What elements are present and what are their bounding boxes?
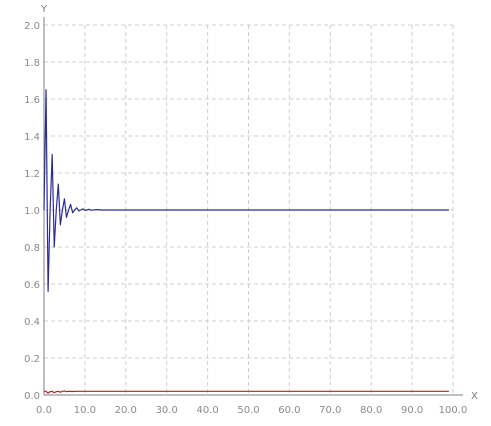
y-tick-label: 0.8 — [24, 243, 40, 254]
y-tick-label: 1.4 — [24, 132, 40, 143]
y-tick-label: 0.6 — [24, 280, 40, 291]
series-line-2 — [44, 390, 449, 394]
x-tick-label: 20.0 — [115, 405, 137, 416]
x-tick-label: 40.0 — [196, 405, 218, 416]
y-tick-label: 1.0 — [24, 206, 40, 217]
x-tick-label: 60.0 — [278, 405, 300, 416]
x-tick-label: 50.0 — [237, 405, 259, 416]
x-tick-label: 90.0 — [401, 405, 423, 416]
y-tick-label: 0.4 — [24, 317, 40, 328]
x-tick-label: 80.0 — [360, 405, 382, 416]
series-line-1 — [43, 89, 449, 292]
x-tick-label: 30.0 — [156, 405, 178, 416]
y-tick-label: 1.8 — [24, 58, 40, 69]
tick-labels: 0.0 10.0 20.0 30.0 40.0 50.0 60.0 70.0 80.0 90.0 1… — [24, 21, 467, 416]
x-tick-label: 0.0 — [36, 405, 52, 416]
x-tick-label: 70.0 — [319, 405, 341, 416]
y-axis-label: Y — [40, 4, 48, 15]
y-tick-label: 0.0 — [24, 391, 40, 402]
x-axis-label: X — [471, 391, 478, 402]
series-lines — [43, 89, 449, 394]
x-tick-label: 10.0 — [74, 405, 96, 416]
x-tick-label: 100.0 — [439, 405, 468, 416]
y-tick-label: 0.2 — [24, 354, 40, 365]
y-tick-label: 1.6 — [24, 95, 40, 106]
y-tick-label: 1.2 — [24, 169, 40, 180]
y-tick-label: 2.0 — [24, 21, 40, 32]
